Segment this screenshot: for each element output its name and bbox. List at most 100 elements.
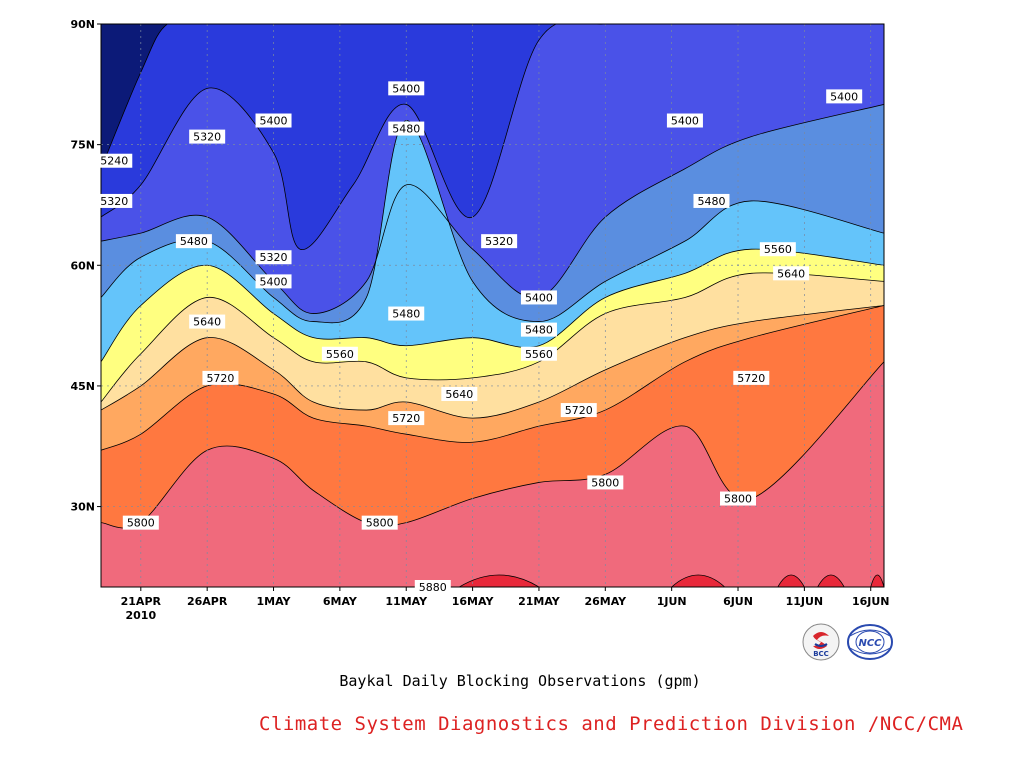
contour-line-5640	[101, 272, 884, 403]
contour-chart: 5240 5320 5320 5400 5400 5480 5400 5400 5480 5320…	[70, 18, 890, 622]
contour-label-text: 5800	[591, 476, 619, 489]
contour-label: 5400	[520, 290, 557, 305]
contour-label: 5320	[255, 250, 292, 265]
contour-label: 5480	[175, 234, 212, 249]
contour-label-text: 5400	[525, 291, 553, 304]
x-tick-label: 16MAY	[452, 595, 495, 608]
contour-label: 5320	[481, 234, 518, 249]
x-tick-label: 1JUN	[657, 595, 687, 608]
contour-label: 5560	[321, 346, 358, 361]
contour-label: 5400	[388, 81, 425, 96]
contour-label-bg	[175, 234, 212, 249]
x-tick-label: 16JUN	[852, 595, 890, 608]
contour-label-text: 5400	[260, 115, 288, 128]
contour-label-bg	[414, 580, 451, 594]
contour-label-bg	[361, 515, 398, 530]
contour-label-text: 5720	[737, 372, 765, 385]
contour-label: 5400	[255, 274, 292, 289]
x-year-label: 2010	[126, 609, 157, 622]
contour-label: 5720	[202, 370, 239, 385]
contour-labels: 5240 5320 5320 5400 5400 5480 5400 5400 5480 5320…	[96, 81, 863, 594]
contour-label-text: 5240	[100, 155, 128, 168]
x-tick-label: 26APR	[187, 595, 228, 608]
contour-label: 5720	[388, 411, 425, 426]
contour-label: 5640	[773, 266, 810, 281]
contour-label-text: 5880	[419, 581, 447, 594]
contour-label-bg	[773, 266, 810, 281]
contour-label-text: 5720	[565, 404, 593, 417]
x-axis: 21APR 26APR 1MAY 6MAY 11MAY 16MAY 21MAY 26MAY 1J…	[121, 587, 890, 622]
contour-label: 5640	[189, 314, 226, 329]
credit-line: Climate System Diagnostics and Predictio…	[259, 713, 964, 735]
contour-line-5320	[101, 24, 884, 250]
contour-line-5400	[101, 104, 884, 314]
contour-label-bg	[388, 411, 425, 426]
contour-label-text: 5320	[100, 195, 128, 208]
chart-caption: Baykal Daily Blocking Observations (gpm)	[339, 672, 701, 690]
plot-frame	[100, 23, 885, 588]
contour-label: 5800	[122, 515, 159, 530]
x-tick-label: 11JUN	[786, 595, 824, 608]
contour-label-text: 5640	[777, 267, 805, 280]
contour-label: 5240	[96, 153, 133, 168]
contour-label: 5480	[520, 322, 557, 337]
contour-label-text: 5800	[724, 493, 752, 506]
bcc-logo-icon: BCC	[801, 622, 841, 662]
contour-label-bg	[255, 113, 292, 128]
contour-label-text: 5640	[193, 316, 221, 329]
contour-label-text: 5320	[260, 251, 288, 264]
contour-label-bg	[587, 475, 624, 490]
x-tick-label: 21APR	[121, 595, 162, 608]
contour-label-text: 5560	[326, 348, 354, 361]
fill-patch-5880	[458, 574, 540, 587]
contour-label-bg	[759, 242, 796, 257]
y-tick-label: 90N	[70, 18, 95, 31]
contour-label-text: 5560	[525, 348, 553, 361]
contour-label-text: 5320	[485, 235, 513, 248]
contour-label: 5480	[388, 121, 425, 136]
contour-label: 5800	[587, 475, 624, 490]
x-tick-label: 6MAY	[323, 595, 358, 608]
contour-label-bg	[321, 346, 358, 361]
contour-label-text: 5480	[525, 324, 553, 337]
contour-label: 5480	[693, 193, 730, 208]
contour-label-bg	[520, 346, 557, 361]
contour-label-bg	[122, 515, 159, 530]
contour-label: 5480	[388, 306, 425, 321]
contour-label-bg	[255, 274, 292, 289]
contour-label-text: 5720	[206, 372, 234, 385]
contour-label-text: 5480	[697, 195, 725, 208]
y-tick-label: 75N	[70, 139, 95, 152]
x-tick-label: 26MAY	[584, 595, 627, 608]
contour-label: 5640	[441, 386, 478, 401]
contour-label-bg	[388, 121, 425, 136]
x-tick-label: 6JUN	[723, 595, 753, 608]
contour-label-text: 5800	[127, 517, 155, 530]
contour-label-text: 5320	[193, 131, 221, 144]
contour-label-text: 5800	[366, 517, 394, 530]
y-tick-label: 60N	[70, 259, 95, 272]
contour-label-text: 5640	[445, 388, 473, 401]
contour-label-bg	[666, 113, 703, 128]
contour-label-bg	[189, 314, 226, 329]
contour-label-bg	[733, 370, 770, 385]
contour-label-bg	[693, 193, 730, 208]
contour-label-bg	[388, 306, 425, 321]
contour-label-bg	[255, 250, 292, 265]
contour-label-text: 5400	[671, 115, 699, 128]
contour-label-bg	[520, 290, 557, 305]
y-tick-label: 45N	[70, 380, 95, 393]
contour-label-bg	[441, 386, 478, 401]
contour-label-text: 5400	[392, 82, 420, 95]
contour-label-bg	[560, 403, 597, 418]
contour-label: 5560	[520, 346, 557, 361]
contour-fills	[101, 24, 884, 587]
contour-label-text: 5480	[392, 123, 420, 136]
contour-label-bg	[826, 89, 863, 104]
fill-band-5880	[101, 361, 884, 587]
contour-label: 5800	[361, 515, 398, 530]
y-axis: 30N 45N 60N 75N 90N	[70, 18, 101, 514]
ncc-logo-text: NCC	[858, 638, 882, 649]
contour-label-text: 5720	[392, 412, 420, 425]
x-tick-label: 21MAY	[518, 595, 561, 608]
